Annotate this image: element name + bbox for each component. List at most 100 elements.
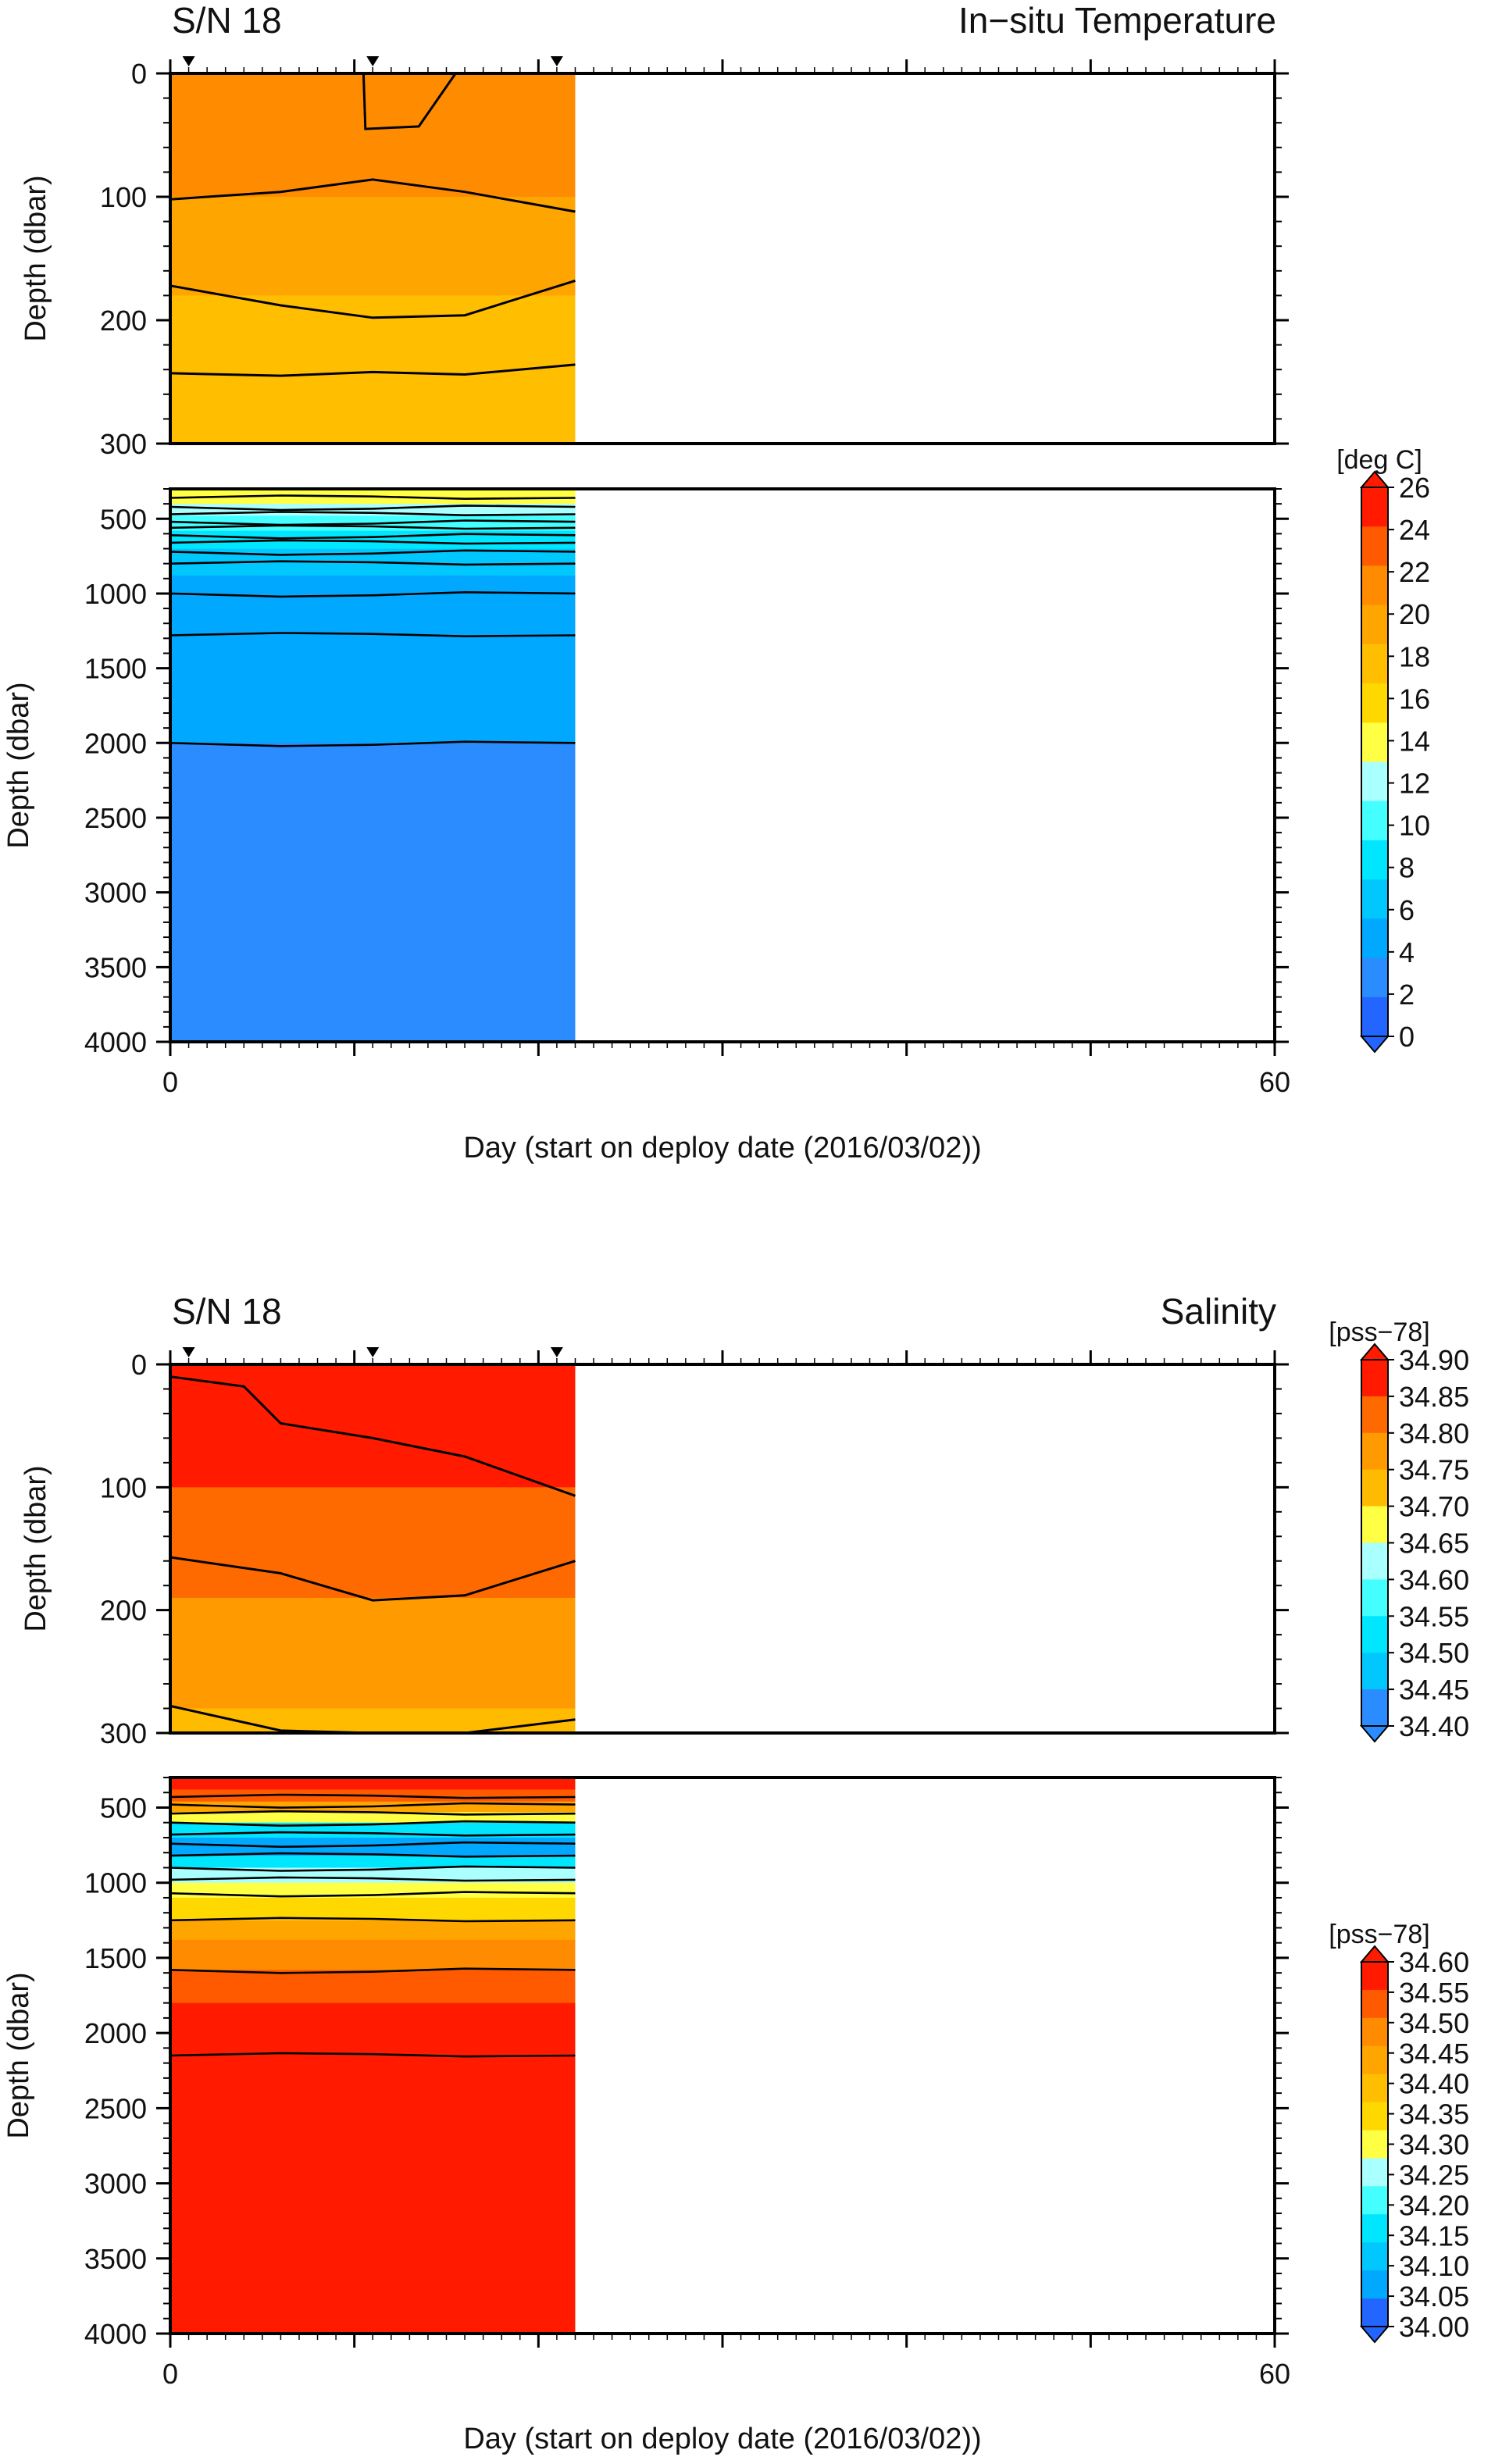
- contour-line: [169, 178, 576, 213]
- y-tick-label: 3500: [84, 2243, 147, 2275]
- contour-line: [169, 1375, 576, 1497]
- y-tick-label: 100: [100, 181, 147, 213]
- colorbar-swatch: [1361, 957, 1388, 998]
- y-tick-label: 1000: [84, 578, 147, 610]
- colorbar-swatch: [1361, 801, 1388, 841]
- colorbar-extend-bottom: [1359, 1036, 1390, 1054]
- colorbar-label: 24: [1399, 514, 1430, 546]
- x-tick-label: 60: [1259, 2358, 1290, 2390]
- temperature-upper-panel: 0 100 200 300 Depth (dbar): [20, 56, 1289, 460]
- y-tick-label: 2500: [84, 802, 147, 834]
- contour-line: [169, 505, 576, 512]
- profile-marker: [550, 1347, 563, 1357]
- data-band: [170, 73, 576, 198]
- colorbar-swatch: [1361, 1506, 1388, 1543]
- contour-line: [169, 539, 576, 545]
- x-tick-label: 60: [1259, 1066, 1290, 1098]
- contour-line: [169, 511, 576, 517]
- contour-line: [169, 1967, 576, 1974]
- salinity-x-axis: 0 60: [162, 1350, 1290, 2390]
- colorbar-extend-bottom: [1359, 1725, 1390, 1743]
- contour-line: [169, 1793, 576, 1799]
- colorbar-swatch: [1361, 1579, 1388, 1617]
- contour-line: [169, 1865, 576, 1872]
- colorbar-label: 10: [1399, 810, 1430, 842]
- y-tick-label: 4000: [84, 2318, 147, 2350]
- data-band: [170, 1939, 576, 1970]
- contour-line: [169, 1810, 576, 1816]
- data-band: [170, 1920, 576, 1941]
- salinity-title-left: S/N 18: [172, 1291, 282, 1332]
- colorbar-swatch: [1361, 2074, 1388, 2103]
- data-band: [170, 1856, 576, 1868]
- colorbar-swatch: [1361, 840, 1388, 880]
- colorbar-label: 0: [1399, 1021, 1415, 1053]
- colorbar-label: 34.85: [1399, 1381, 1469, 1413]
- colorbar-swatch: [1361, 1360, 1388, 1397]
- colorbar-swatch: [1361, 1469, 1388, 1507]
- contour-line: [169, 519, 576, 526]
- y-tick-label: 1000: [84, 1867, 147, 1899]
- colorbar-swatch: [1361, 2270, 1388, 2299]
- colorbar-label: 34.80: [1399, 1417, 1469, 1450]
- contour-line: [169, 1820, 576, 1827]
- colorbar-frame: [1361, 487, 1389, 1037]
- y-tick-label: 100: [100, 1471, 147, 1503]
- contour-line: [169, 590, 576, 598]
- colorbar-label: 34.70: [1399, 1491, 1469, 1523]
- contour-line: [169, 560, 576, 566]
- data-band: [170, 635, 576, 743]
- data-band: [170, 530, 576, 550]
- colorbar-label: 22: [1399, 556, 1430, 588]
- colorbar-unit: [pss−78]: [1329, 1318, 1429, 1347]
- y-tick-label: 300: [100, 1717, 147, 1749]
- colorbar-label: 16: [1399, 683, 1430, 715]
- data-band: [170, 1487, 576, 1599]
- colorbar-label: 34.15: [1399, 2220, 1469, 2252]
- colorbar-label: 34.00: [1399, 2311, 1469, 2343]
- y-tick-label: 2000: [84, 2017, 147, 2049]
- colorbar-label: 34.45: [1399, 1674, 1469, 1706]
- colorbar-label: 34.55: [1399, 1977, 1469, 2009]
- salinity-lower-panel: 500 1000 1500 2000 2500 3000 3500 4000 Depth (d…: [2, 1776, 1289, 2350]
- colorbar-label: 34.75: [1399, 1454, 1469, 1486]
- colorbar-label: 34.40: [1399, 2068, 1469, 2100]
- y-tick-label: 500: [100, 503, 147, 535]
- colorbar-swatch: [1361, 526, 1388, 566]
- colorbar-label: 34.20: [1399, 2189, 1469, 2221]
- contour-line: [169, 1876, 576, 1882]
- data-band: [170, 2002, 576, 2334]
- data-band: [170, 1970, 576, 2004]
- colorbar-label: 18: [1399, 640, 1430, 672]
- colorbar-label: 20: [1399, 598, 1430, 630]
- salinity-title-right: Salinity: [1161, 1291, 1276, 1332]
- salinity-xlabel: Day (start on deploy date (2016/03/02)): [463, 2423, 981, 2455]
- colorbar-swatch: [1361, 2102, 1388, 2131]
- contour-line: [169, 1917, 576, 1923]
- contour-line: [169, 1891, 576, 1898]
- colorbar-label: 14: [1399, 725, 1430, 757]
- colorbar-swatch: [1361, 2214, 1388, 2243]
- colorbar-swatch: [1361, 918, 1388, 959]
- salinity-upper-panel: 0 100 200 300 Depth (dbar): [20, 1347, 1289, 1749]
- y-tick-label: 1500: [84, 1942, 147, 1974]
- colorbar-label: 34.10: [1399, 2250, 1469, 2282]
- data-band: [170, 1778, 576, 1790]
- salinity-lower-ylabel: Depth (dbar): [2, 1972, 35, 2138]
- y-tick-label: 3500: [84, 951, 147, 983]
- data-band: [170, 743, 576, 1043]
- data-band: [170, 575, 576, 637]
- contour-line: [169, 524, 576, 530]
- temperature-x-axis: 0 60: [162, 59, 1290, 1098]
- colorbar-label: 34.40: [1399, 1710, 1469, 1742]
- colorbar-label: 4: [1399, 936, 1415, 968]
- data-band: [170, 197, 576, 296]
- profile-marker: [366, 56, 380, 66]
- data-band: [170, 1882, 576, 1899]
- contour-line: [169, 279, 576, 319]
- contour-line: [169, 1841, 576, 1849]
- colorbar-swatch: [1361, 2158, 1388, 2187]
- y-tick-label: 2500: [84, 2092, 147, 2124]
- y-tick-label: 0: [131, 1349, 147, 1381]
